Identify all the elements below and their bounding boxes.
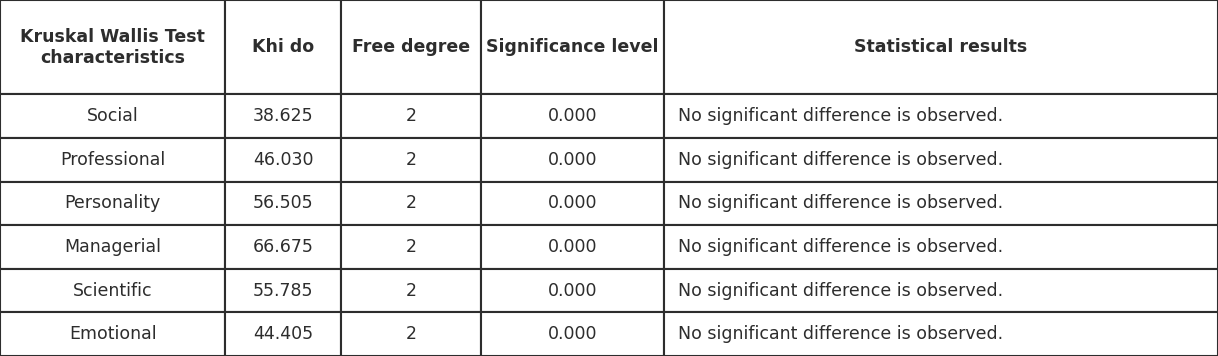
Text: No significant difference is observed.: No significant difference is observed. xyxy=(678,282,1004,300)
Bar xyxy=(664,0,1218,94)
Bar xyxy=(225,0,341,94)
Bar xyxy=(0,313,225,356)
Text: 2: 2 xyxy=(406,325,417,343)
Bar xyxy=(225,313,341,356)
Text: 55.785: 55.785 xyxy=(253,282,313,300)
Bar xyxy=(664,225,1218,269)
Text: Personality: Personality xyxy=(65,194,161,213)
Text: 0.000: 0.000 xyxy=(548,238,597,256)
Text: 2: 2 xyxy=(406,151,417,169)
Text: No significant difference is observed.: No significant difference is observed. xyxy=(678,107,1004,125)
Bar xyxy=(664,313,1218,356)
Bar xyxy=(481,0,664,94)
Bar xyxy=(225,225,341,269)
Text: 56.505: 56.505 xyxy=(253,194,313,213)
Bar xyxy=(341,94,481,138)
Text: 44.405: 44.405 xyxy=(253,325,313,343)
Bar xyxy=(0,138,225,182)
Text: 46.030: 46.030 xyxy=(253,151,313,169)
Bar xyxy=(0,0,225,94)
Text: 0.000: 0.000 xyxy=(548,282,597,300)
Bar xyxy=(481,138,664,182)
Bar xyxy=(341,313,481,356)
Text: Scientific: Scientific xyxy=(73,282,152,300)
Bar xyxy=(341,0,481,94)
Text: Managerial: Managerial xyxy=(65,238,161,256)
Text: No significant difference is observed.: No significant difference is observed. xyxy=(678,325,1004,343)
Text: 2: 2 xyxy=(406,107,417,125)
Bar xyxy=(664,269,1218,313)
Text: Professional: Professional xyxy=(60,151,166,169)
Text: Statistical results: Statistical results xyxy=(854,38,1028,56)
Text: 0.000: 0.000 xyxy=(548,107,597,125)
Text: 2: 2 xyxy=(406,194,417,213)
Text: 0.000: 0.000 xyxy=(548,194,597,213)
Bar xyxy=(0,225,225,269)
Bar xyxy=(481,269,664,313)
Bar xyxy=(341,182,481,225)
Text: Social: Social xyxy=(86,107,139,125)
Text: 2: 2 xyxy=(406,282,417,300)
Bar xyxy=(225,94,341,138)
Text: Kruskal Wallis Test
characteristics: Kruskal Wallis Test characteristics xyxy=(21,28,205,67)
Text: Khi do: Khi do xyxy=(252,38,314,56)
Bar xyxy=(0,94,225,138)
Bar xyxy=(225,269,341,313)
Text: 0.000: 0.000 xyxy=(548,325,597,343)
Text: No significant difference is observed.: No significant difference is observed. xyxy=(678,194,1004,213)
Bar xyxy=(481,94,664,138)
Bar xyxy=(341,225,481,269)
Bar xyxy=(341,138,481,182)
Bar xyxy=(664,94,1218,138)
Bar xyxy=(0,269,225,313)
Bar xyxy=(481,182,664,225)
Bar xyxy=(664,138,1218,182)
Bar xyxy=(481,225,664,269)
Bar xyxy=(225,138,341,182)
Text: Emotional: Emotional xyxy=(69,325,156,343)
Text: 0.000: 0.000 xyxy=(548,151,597,169)
Text: No significant difference is observed.: No significant difference is observed. xyxy=(678,238,1004,256)
Text: No significant difference is observed.: No significant difference is observed. xyxy=(678,151,1004,169)
Bar xyxy=(664,182,1218,225)
Text: Significance level: Significance level xyxy=(486,38,659,56)
Bar xyxy=(481,313,664,356)
Bar xyxy=(225,182,341,225)
Text: 38.625: 38.625 xyxy=(253,107,313,125)
Text: 66.675: 66.675 xyxy=(253,238,313,256)
Text: Free degree: Free degree xyxy=(352,38,470,56)
Bar xyxy=(341,269,481,313)
Text: 2: 2 xyxy=(406,238,417,256)
Bar xyxy=(0,182,225,225)
